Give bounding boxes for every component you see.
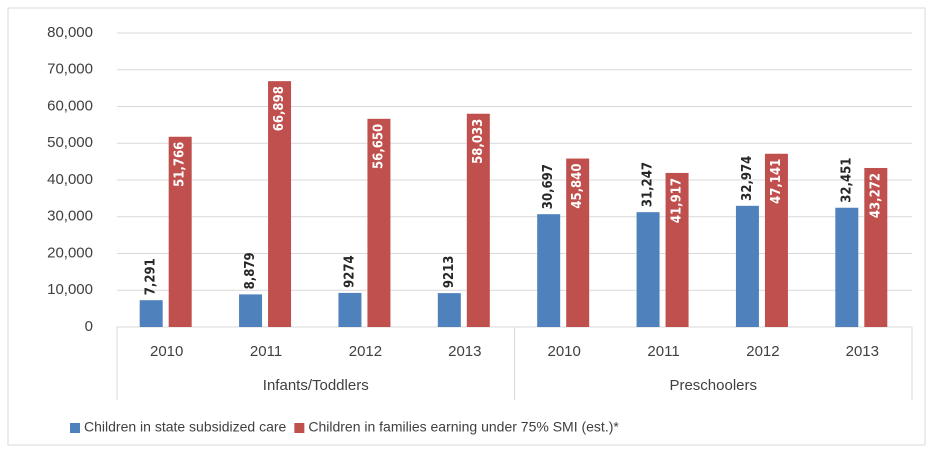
data-label: 41,917 <box>670 178 685 223</box>
bar <box>566 158 590 327</box>
y-tick-label: 0 <box>85 318 93 335</box>
legend-swatch <box>294 423 305 433</box>
data-label: 43,272 <box>868 173 883 218</box>
bar <box>168 136 192 327</box>
bar <box>764 153 788 327</box>
bar <box>139 300 163 327</box>
x-tick-label: 2011 <box>250 343 282 360</box>
data-label: 32,451 <box>839 158 854 203</box>
y-tick-label: 20,000 <box>47 244 93 261</box>
y-tick-label: 80,000 <box>47 24 93 41</box>
y-tick-label: 10,000 <box>47 281 93 298</box>
x-tick-label: 2012 <box>349 343 382 360</box>
data-label: 58,033 <box>471 119 486 164</box>
x-tick-label: 2010 <box>150 343 183 360</box>
data-label: 47,141 <box>769 159 784 204</box>
bar <box>537 214 561 327</box>
group-label: Preschoolers <box>669 377 757 394</box>
bar <box>735 205 759 327</box>
data-label: 9213 <box>442 256 457 289</box>
y-tick-label: 50,000 <box>47 134 93 151</box>
x-tick-label: 2010 <box>548 343 581 360</box>
data-label: 32,974 <box>740 156 755 201</box>
x-tick-label: 2011 <box>647 343 679 360</box>
group-label: Infants/Toddlers <box>263 377 369 394</box>
bar <box>367 118 391 327</box>
legend-label: Children in state subsidized care <box>84 419 287 435</box>
x-tick-label: 2013 <box>846 343 879 360</box>
bar <box>338 292 362 327</box>
legend-label: Children in families earning under 75% S… <box>308 419 619 435</box>
y-tick-label: 70,000 <box>47 61 93 78</box>
bar <box>636 212 660 327</box>
y-tick-label: 40,000 <box>47 171 93 188</box>
data-label: 56,650 <box>371 124 386 169</box>
data-label: 51,766 <box>173 142 188 187</box>
bar <box>466 113 490 327</box>
y-tick-label: 30,000 <box>47 208 93 225</box>
legend-swatch <box>70 423 80 433</box>
data-label: 45,840 <box>570 164 585 209</box>
data-label: 66,898 <box>272 86 287 131</box>
y-tick-label: 60,000 <box>47 97 93 114</box>
data-label: 9274 <box>342 255 357 288</box>
x-tick-label: 2012 <box>746 343 779 360</box>
bar <box>864 167 888 327</box>
data-label: 7,291 <box>144 258 159 295</box>
bar <box>665 172 689 327</box>
data-label: 30,697 <box>541 164 556 209</box>
data-label: 31,247 <box>641 162 656 207</box>
bar <box>268 81 292 328</box>
data-label: 8,879 <box>243 252 258 289</box>
bar <box>437 293 461 327</box>
bar <box>835 207 859 327</box>
bar <box>239 294 263 327</box>
x-tick-label: 2013 <box>448 343 481 360</box>
